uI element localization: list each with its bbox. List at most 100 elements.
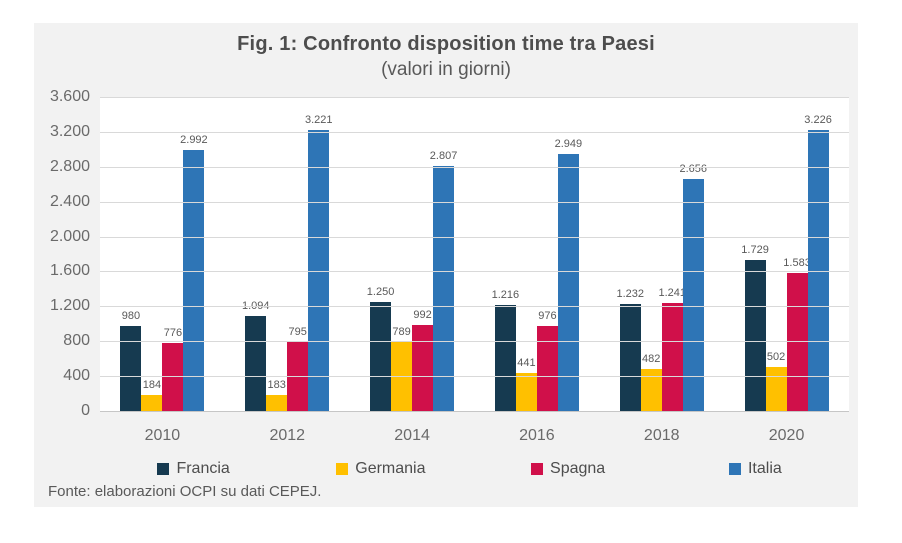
bar-slot-francia-2010: 980: [120, 310, 142, 411]
legend-swatch-spagna: [531, 463, 544, 475]
bar-value-label-spagna-2020: 1.583: [783, 256, 811, 269]
bar-slot-italia-2016: 2.949: [555, 138, 582, 411]
y-tick-label: 0: [81, 402, 90, 419]
bar-value-label-francia-2016: 1.216: [491, 288, 520, 301]
bar-spagna-2018: [661, 302, 683, 411]
bar-group-2016: 1.216 441 976 2.949: [474, 97, 599, 411]
bar-value-label-italia-2020: 3.226: [804, 113, 832, 126]
bar-value-label-germania-2010: 184: [142, 379, 162, 391]
bar-spagna-2010: [162, 343, 184, 411]
x-tick-label-2016: 2016: [519, 427, 555, 444]
bar-italia-2016: [557, 153, 579, 411]
bar-group-2010: 980 184 776 2.992: [100, 97, 225, 411]
bar-francia-2014: [370, 302, 392, 411]
x-axis: 2010 2012 2014 2016 2018 2020: [100, 427, 849, 445]
bar-value-label-spagna-2016: 976: [538, 309, 557, 322]
legend-swatch-italia: [728, 463, 741, 475]
bar-slot-germania-2012: 183: [266, 379, 288, 411]
bar-value-label-francia-2012: 1.094: [242, 300, 270, 312]
bar-value-label-spagna-2012: 795: [288, 325, 307, 338]
bar-germania-2016: [515, 372, 537, 411]
x-tick-label-2020: 2020: [768, 427, 805, 444]
legend-item-spagna: Spagna: [475, 460, 662, 478]
bar-value-label-italia-2012: 3.221: [304, 114, 333, 127]
legend-item-germania: Germania: [287, 460, 474, 478]
bar-slot-italia-2010: 2.992: [180, 134, 208, 411]
legend-item-italia: Italia: [662, 460, 849, 478]
y-tick-label: 3.600: [49, 88, 90, 105]
bar-slot-italia-2014: 2.807: [430, 150, 457, 411]
chart-subtitle: (valori in giorni): [381, 59, 511, 80]
bar-value-label-germania-2020: 502: [766, 351, 786, 364]
y-tick-label: 3.200: [49, 122, 90, 140]
plot-area: 980 184 776 2.992 1.094 183 795 3.221 1.250 78999…: [100, 97, 849, 412]
bar-francia-2012: [245, 315, 267, 411]
y-tick-label: 1.600: [49, 262, 90, 280]
legend-label-spagna: Spagna: [550, 460, 606, 477]
x-tick-label-2012: 2012: [269, 427, 306, 444]
bar-value-label-germania-2014: 789: [392, 326, 411, 339]
bar-value-label-francia-2018: 1.232: [616, 287, 644, 300]
bar-group-2012: 1.094 183 795 3.221: [225, 97, 350, 411]
bar-slot-germania-2020: 502: [765, 351, 787, 411]
bar-value-label-germania-2016: 441: [517, 356, 536, 369]
bar-value-label-italia-2014: 2.807: [429, 150, 458, 163]
bar-spagna-2016: [536, 325, 558, 411]
bar-spagna-2014: [412, 324, 434, 411]
chart-title: Fig. 1: Confronto disposition time tra P…: [237, 33, 655, 55]
bar-slot-francia-2020: 1.729: [741, 244, 769, 411]
source-note: Fonte: elaborazioni OCPI su dati CEPEJ.: [48, 483, 322, 500]
bar-germania-2010: [141, 395, 163, 411]
bar-germania-2012: [266, 395, 288, 411]
bar-value-label-spagna-2018: 1.241: [658, 286, 686, 299]
bar-germania-2020: [765, 367, 787, 411]
gridline-2.000: [100, 236, 849, 238]
legend-swatch-germania: [336, 463, 349, 475]
bar-italia-2014: [433, 166, 455, 411]
bar-value-label-germania-2018: 482: [642, 353, 661, 365]
legend-swatch-francia: [157, 463, 170, 475]
bar-slot-francia-2014: 1.250: [367, 286, 394, 411]
bar-value-label-francia-2010: 980: [121, 309, 141, 322]
legend: Francia Germania Spagna Italia: [100, 460, 849, 478]
gridline-0: [100, 411, 849, 412]
bar-francia-2018: [619, 303, 641, 411]
gridline-1.600: [100, 271, 849, 273]
bar-group-2018: 1.232 482 1.241 2.656: [599, 97, 724, 411]
bar-slot-francia-2016: 1.216: [492, 289, 519, 411]
bar-slot-francia-2012: 1.094: [242, 300, 270, 411]
legend-label-francia: Francia: [176, 460, 230, 477]
bar-francia-2020: [744, 260, 766, 411]
x-tick-label-2018: 2018: [643, 427, 680, 444]
bar-slot-germania-2016: 441: [515, 357, 537, 411]
y-tick-label: 1.200: [49, 297, 90, 315]
bar-slot-italia-2020: 3.226: [804, 114, 832, 411]
bar-slot-spagna-2016: 976: [536, 310, 558, 411]
bar-francia-2010: [120, 325, 142, 411]
figure-panel: Fig. 1: Confronto disposition time tra P…: [34, 23, 858, 507]
bar-groups: 980 184 776 2.992 1.094 183 795 3.221 1.250 78999…: [100, 97, 849, 411]
bar-italia-2010: [183, 150, 205, 411]
legend-label-germania: Germania: [355, 460, 426, 477]
bar-value-label-germania-2012: 183: [267, 379, 286, 391]
bar-slot-spagna-2018: 1.241: [658, 287, 686, 411]
bar-value-label-italia-2010: 2.992: [180, 134, 208, 146]
y-axis: 3.600 3.200 2.800 2.400 2.000 1.600 1.200 800 40…: [34, 88, 90, 419]
x-tick-label-2014: 2014: [394, 427, 430, 444]
bar-value-label-francia-2020: 1.729: [741, 244, 769, 257]
y-tick-label: 400: [63, 367, 90, 385]
bar-italia-2012: [308, 130, 330, 411]
legend-item-francia: Francia: [100, 460, 287, 478]
y-tick-label: 2.400: [49, 192, 90, 210]
gridline-3.600: [100, 97, 849, 98]
gridline-2.400: [100, 201, 849, 203]
bar-value-label-italia-2018: 2.656: [679, 163, 707, 176]
bar-italia-2020: [807, 129, 829, 411]
bar-group-2020: 1.729 502 1.583 3.226: [724, 97, 849, 411]
bar-slot-spagna-2010: 776: [162, 327, 184, 411]
bar-value-label-francia-2014: 1.250: [366, 286, 395, 298]
gridline-2.800: [100, 166, 849, 168]
bar-value-label-italia-2016: 2.949: [554, 137, 583, 150]
gridline-1.200: [100, 306, 849, 308]
legend-label-italia: Italia: [747, 460, 782, 477]
